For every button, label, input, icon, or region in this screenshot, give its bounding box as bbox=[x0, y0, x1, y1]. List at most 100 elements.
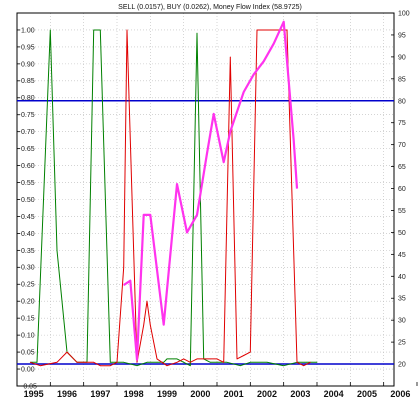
data-point bbox=[109, 361, 111, 363]
data-point bbox=[303, 365, 305, 367]
left-tick-label: 0.75 bbox=[21, 112, 35, 119]
data-point bbox=[99, 29, 101, 31]
x-tick-label: 2006 bbox=[390, 389, 410, 399]
left-tick-label: 0.65 bbox=[21, 146, 35, 153]
right-tick-label: 70 bbox=[398, 142, 406, 149]
data-point bbox=[93, 29, 95, 31]
data-point bbox=[249, 361, 251, 363]
left-tick-label: 0.20 bbox=[21, 299, 35, 306]
data-point bbox=[189, 365, 191, 367]
data-point bbox=[309, 361, 311, 363]
right-tick-label: 85 bbox=[398, 76, 406, 83]
data-point bbox=[216, 358, 218, 360]
x-tick-label: 1996 bbox=[57, 389, 77, 399]
data-point bbox=[236, 358, 238, 360]
data-point bbox=[149, 324, 151, 326]
chart-title: SELL (0.0157), BUY (0.0262), Money Flow … bbox=[118, 4, 302, 11]
right-tick-label: 80 bbox=[398, 98, 406, 105]
right-tick-label: 35 bbox=[398, 296, 406, 303]
data-point bbox=[286, 29, 288, 31]
data-point bbox=[176, 361, 178, 363]
data-point bbox=[163, 361, 165, 363]
grid bbox=[17, 13, 394, 387]
data-point bbox=[273, 43, 275, 45]
data-point bbox=[149, 214, 151, 216]
left-tick-label: 0.70 bbox=[21, 129, 35, 136]
data-point bbox=[203, 358, 205, 360]
left-tick-label: 0.05 bbox=[21, 349, 35, 356]
right-tick-label: 100 bbox=[398, 11, 410, 18]
left-tick-label: 0.10 bbox=[21, 333, 35, 340]
data-point bbox=[123, 266, 125, 268]
data-point bbox=[123, 284, 125, 286]
x-tick-label: 2002 bbox=[257, 389, 277, 399]
data-point bbox=[143, 324, 145, 326]
data-point bbox=[83, 361, 85, 363]
data-point bbox=[253, 74, 255, 75]
left-tick-label: 0.35 bbox=[21, 248, 35, 255]
data-point bbox=[266, 361, 268, 363]
data-point bbox=[216, 361, 218, 363]
left-tick-label: 0.85 bbox=[21, 78, 35, 85]
right-tick-label: 25 bbox=[398, 340, 406, 347]
left-tick-label: -0.05 bbox=[21, 383, 37, 390]
data-point bbox=[206, 153, 208, 154]
series-line bbox=[30, 29, 317, 367]
data-point bbox=[176, 358, 178, 360]
left-tick-label: 0.95 bbox=[21, 44, 35, 51]
right-tick-label: 55 bbox=[398, 208, 406, 215]
series-group bbox=[29, 20, 318, 367]
data-point bbox=[49, 29, 51, 31]
right-tick-label: 40 bbox=[398, 274, 406, 281]
data-point bbox=[136, 361, 138, 363]
data-point bbox=[209, 358, 211, 360]
data-point bbox=[256, 29, 258, 31]
data-point bbox=[196, 358, 198, 360]
data-point bbox=[76, 361, 78, 363]
data-point bbox=[183, 361, 185, 363]
data-point bbox=[136, 365, 138, 367]
data-point bbox=[229, 131, 231, 132]
left-axis-ticks: 1.00 0.95 0.90 0.85 0.80 0.75 0.70 0.65 0.60 0.55… bbox=[17, 27, 37, 390]
data-point bbox=[116, 361, 118, 363]
data-point bbox=[226, 361, 228, 363]
data-point bbox=[196, 214, 198, 216]
x-tick-label: 2001 bbox=[224, 389, 244, 399]
right-tick-label: 65 bbox=[398, 164, 406, 171]
data-point bbox=[249, 351, 251, 353]
data-point bbox=[56, 250, 58, 251]
data-point bbox=[29, 361, 31, 363]
right-tick-label: 20 bbox=[398, 362, 406, 369]
x-tick-label: 2005 bbox=[357, 389, 377, 399]
data-point bbox=[176, 183, 178, 185]
left-tick-label: 0.25 bbox=[21, 282, 35, 289]
data-point bbox=[306, 361, 308, 363]
right-tick-label: 60 bbox=[398, 186, 406, 193]
data-point bbox=[143, 214, 145, 216]
data-point bbox=[99, 365, 101, 367]
data-point bbox=[243, 91, 245, 93]
data-point bbox=[189, 361, 191, 363]
data-point bbox=[243, 355, 245, 356]
right-tick-label: 50 bbox=[398, 230, 406, 237]
data-point bbox=[163, 324, 165, 325]
x-tick-label: 1999 bbox=[157, 389, 177, 399]
left-tick-label: 0.15 bbox=[21, 316, 35, 323]
data-point bbox=[263, 60, 265, 62]
data-point bbox=[93, 361, 95, 363]
data-point bbox=[296, 361, 298, 363]
data-point bbox=[109, 365, 111, 367]
left-tick-label: 0.80 bbox=[21, 95, 35, 102]
right-tick-label: 45 bbox=[398, 252, 406, 259]
left-tick-label: 0.60 bbox=[21, 163, 35, 170]
x-tick-label: 1997 bbox=[90, 389, 110, 399]
left-tick-label: 0.55 bbox=[21, 180, 35, 187]
left-tick-label: 0.40 bbox=[21, 231, 35, 238]
data-point bbox=[266, 29, 268, 31]
right-tick-label: 90 bbox=[398, 54, 406, 61]
data-point bbox=[156, 361, 158, 363]
x-tick-label: 2000 bbox=[190, 389, 210, 399]
data-point bbox=[166, 365, 168, 367]
data-point bbox=[173, 358, 175, 360]
data-point bbox=[39, 365, 41, 367]
